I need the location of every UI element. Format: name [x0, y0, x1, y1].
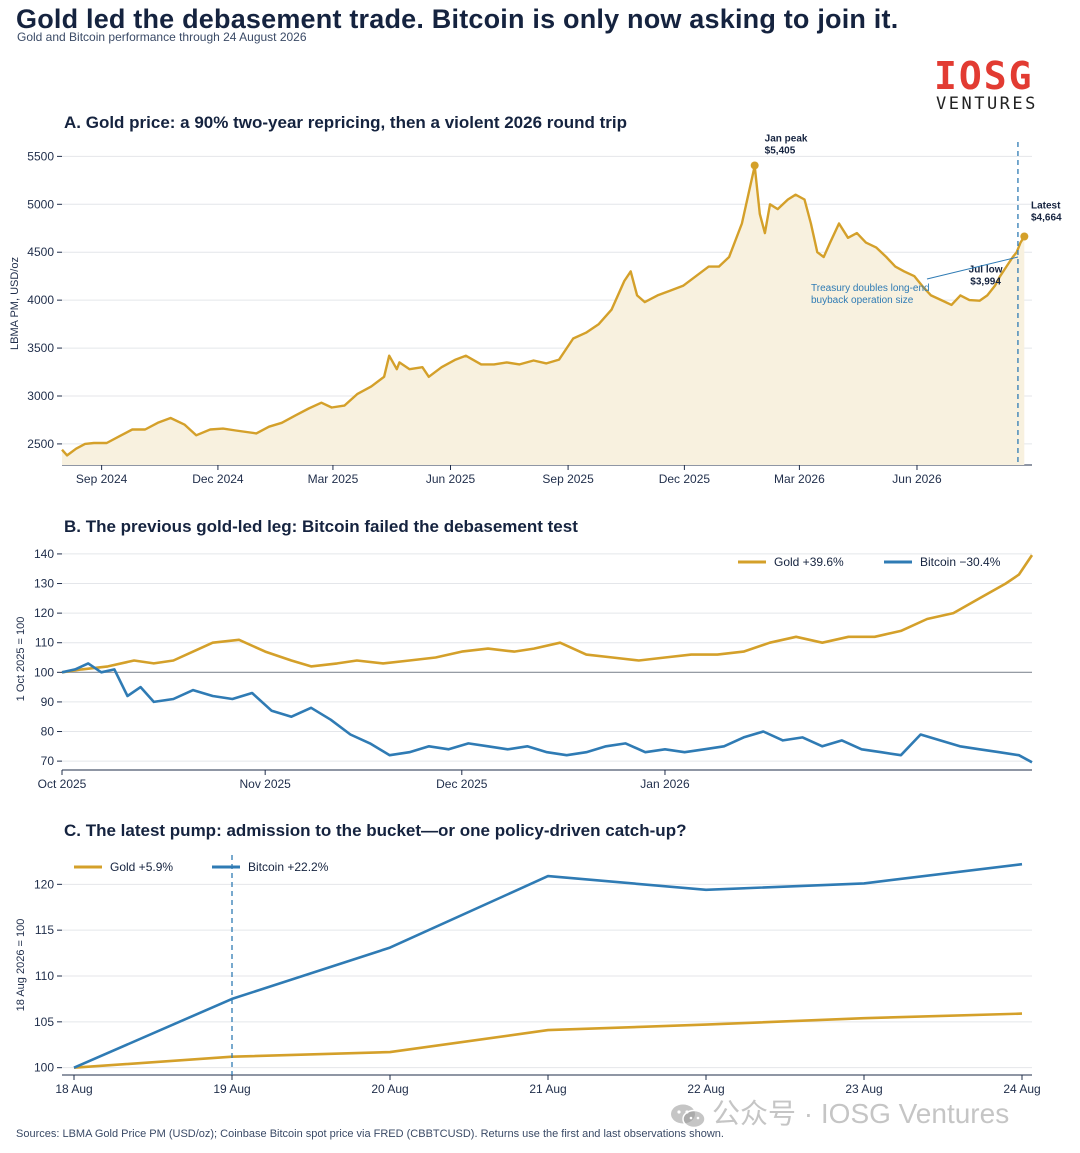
chart-title: C. The latest pump: admission to the buc…: [64, 821, 686, 840]
y-tick-label: 100: [34, 1061, 54, 1075]
legend-label: Bitcoin −30.4%: [920, 555, 1001, 569]
x-tick-label: Jan 2026: [640, 777, 690, 791]
chart-title: A. Gold price: a 90% two-year repricing,…: [64, 113, 627, 132]
legend-label: Bitcoin +22.2%: [248, 860, 329, 874]
y-tick-label: 70: [41, 754, 55, 768]
y-axis-label: 1 Oct 2025 = 100: [15, 617, 27, 702]
y-tick-label: 5500: [27, 149, 54, 163]
peak-marker: [750, 161, 759, 170]
event-annotation: Treasury doubles long-end: [811, 283, 930, 294]
watermark: 公众号 · IOSG Ventures: [670, 1092, 1009, 1132]
logo-subtext: VENTURES: [936, 94, 1038, 114]
y-tick-label: 115: [35, 923, 54, 937]
legend-label: Gold +5.9%: [110, 860, 173, 874]
y-tick-label: 100: [34, 665, 54, 679]
event-annotation: buyback operation size: [811, 295, 914, 306]
x-tick-label: Sep 2025: [542, 472, 594, 486]
y-tick-label: 140: [34, 547, 54, 561]
wechat-icon: [671, 1104, 706, 1128]
x-tick-label: Sep 2024: [76, 472, 128, 486]
latest-marker: [1020, 232, 1029, 241]
y-tick-label: 105: [34, 1015, 54, 1029]
x-tick-label: 19 Aug: [213, 1082, 250, 1096]
y-tick-label: 5000: [27, 197, 54, 211]
y-tick-label: 4500: [27, 245, 54, 259]
iosg-logo: IOSG VENTURES: [934, 56, 1064, 116]
low-label: Jul low: [969, 265, 1003, 276]
peak-label: Jan peak: [765, 133, 808, 144]
chart-C: C. The latest pump: admission to the buc…: [15, 821, 1041, 1096]
chart-title: B. The previous gold-led leg: Bitcoin fa…: [64, 517, 578, 536]
legend-label: Gold +39.6%: [774, 555, 844, 569]
x-tick-label: Oct 2025: [38, 777, 87, 791]
x-tick-label: 22 Aug: [687, 1082, 724, 1096]
y-axis-label: 18 Aug 2026 = 100: [15, 919, 27, 1012]
x-tick-label: Jun 2025: [426, 472, 476, 486]
chart-A: A. Gold price: a 90% two-year repricing,…: [9, 113, 1062, 486]
peak-value: $5,405: [765, 145, 796, 156]
x-tick-label: 20 Aug: [371, 1082, 408, 1096]
x-tick-label: Nov 2025: [239, 777, 291, 791]
watermark-text: 公众号 · IOSG Ventures: [712, 1098, 1010, 1129]
y-tick-label: 130: [34, 577, 54, 591]
y-tick-label: 4000: [27, 293, 54, 307]
x-tick-label: Mar 2026: [774, 472, 825, 486]
x-tick-label: 23 Aug: [845, 1082, 882, 1096]
y-tick-label: 110: [35, 969, 54, 983]
low-value: $3,994: [970, 277, 1001, 288]
y-tick-label: 120: [34, 606, 54, 620]
series-line-gold: [61, 554, 1034, 674]
series-line-gold: [61, 164, 1026, 457]
y-tick-label: 120: [34, 877, 54, 891]
page-subtitle: Gold and Bitcoin performance through 24 …: [17, 30, 307, 44]
x-tick-label: Jun 2026: [892, 472, 942, 486]
x-tick-label: Dec 2025: [659, 472, 711, 486]
series-line-bitcoin: [73, 862, 1023, 1069]
y-tick-label: 110: [35, 636, 54, 650]
x-tick-label: 18 Aug: [55, 1082, 92, 1096]
annotation-arrow: [926, 256, 1019, 280]
x-tick-label: 21 Aug: [529, 1082, 566, 1096]
y-tick-label: 80: [41, 725, 55, 739]
x-tick-label: Dec 2024: [192, 472, 244, 486]
x-tick-label: 24 Aug: [1003, 1082, 1040, 1096]
page-title: Gold led the debasement trade. Bitcoin i…: [16, 4, 899, 34]
y-tick-label: 90: [41, 695, 55, 709]
chart-B: B. The previous gold-led leg: Bitcoin fa…: [15, 517, 1034, 791]
x-tick-label: Mar 2025: [308, 472, 359, 486]
y-tick-label: 3500: [27, 341, 54, 355]
x-tick-label: Dec 2025: [436, 777, 488, 791]
sources-note: Sources: LBMA Gold Price PM (USD/oz); Co…: [16, 1128, 724, 1140]
y-axis-label: LBMA PM, USD/oz: [9, 257, 21, 350]
y-tick-label: 2500: [27, 437, 54, 451]
series-line-bitcoin: [61, 662, 1033, 764]
latest-value: $4,664: [1031, 213, 1062, 224]
y-tick-label: 3000: [27, 389, 54, 403]
area-fill: [62, 166, 1025, 465]
logo-wordmark: IOSG: [934, 54, 1034, 98]
latest-label: Latest: [1031, 201, 1061, 212]
